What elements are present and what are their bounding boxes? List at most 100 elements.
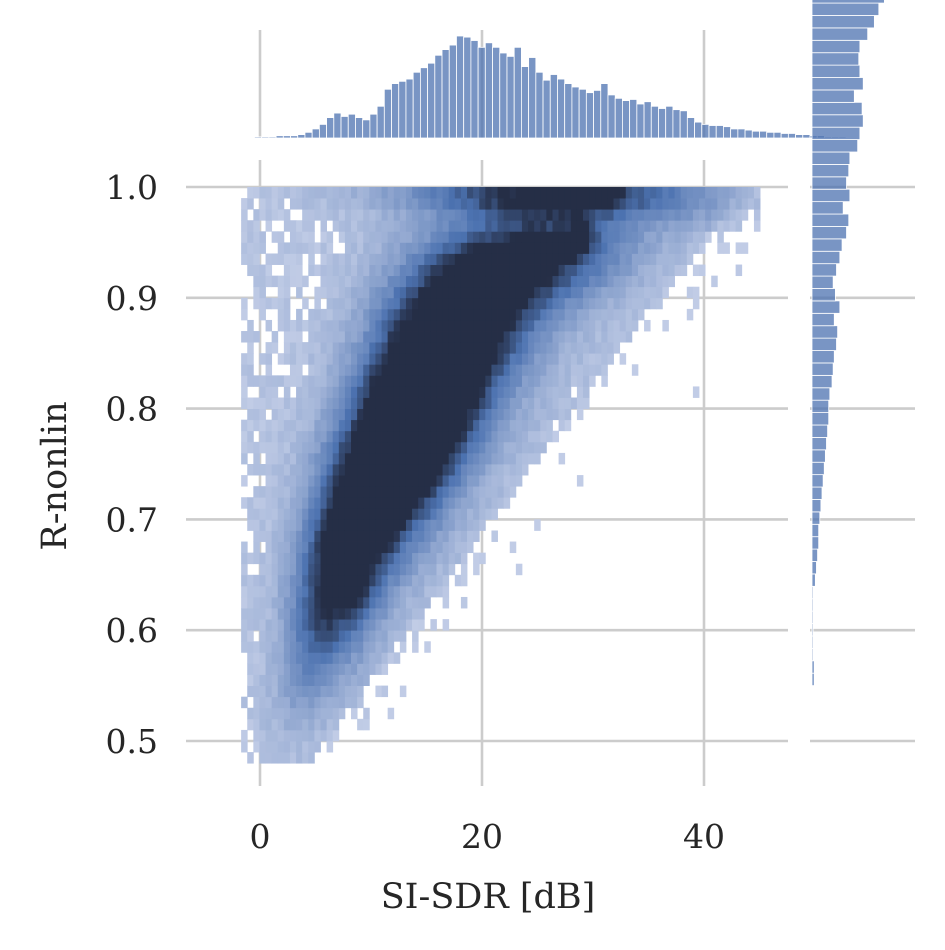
hist2d-cell bbox=[332, 319, 340, 332]
hist2d-cell bbox=[332, 364, 340, 376]
hist2d-cell bbox=[344, 264, 352, 277]
hist2d-cell bbox=[253, 231, 260, 243]
hist2d-cell bbox=[259, 419, 266, 432]
hist2d-cell bbox=[289, 497, 297, 509]
hist2d-cell bbox=[711, 187, 718, 199]
hist2d-cell bbox=[326, 308, 334, 321]
hist2d-cell bbox=[399, 475, 407, 487]
marginal-x-bar bbox=[254, 136, 263, 139]
hist2d-cell bbox=[448, 253, 456, 265]
hist2d-cell bbox=[326, 585, 334, 598]
hist2d-cell bbox=[247, 608, 254, 620]
hist2d-cell bbox=[637, 220, 645, 232]
hist2d-cell bbox=[332, 308, 340, 321]
hist2d-cell bbox=[479, 353, 486, 365]
hist2d-cell bbox=[283, 685, 291, 698]
hist2d-cell bbox=[576, 220, 584, 232]
hist2d-cell bbox=[503, 297, 511, 310]
hist2d-cell bbox=[326, 242, 334, 254]
hist2d-cell bbox=[253, 696, 260, 709]
hist2d-cell bbox=[424, 497, 431, 509]
hist2d-cell bbox=[528, 452, 535, 465]
hist2d-cell bbox=[442, 353, 450, 365]
hist2d-cell bbox=[289, 741, 297, 753]
hist2d-cell bbox=[308, 652, 315, 664]
hist2d-cell bbox=[662, 242, 669, 254]
hist2d-cell bbox=[430, 585, 437, 598]
hist2d-cell bbox=[576, 308, 584, 321]
hist2d-cell bbox=[369, 430, 376, 443]
hist2d-cell bbox=[302, 718, 309, 731]
hist2d-cell bbox=[265, 741, 273, 753]
hist2d-cell bbox=[564, 331, 572, 343]
hist2d-cell bbox=[424, 353, 431, 365]
hist2d-cell bbox=[735, 220, 743, 232]
hist2d-cell bbox=[296, 187, 303, 199]
hist2d-cell bbox=[497, 486, 505, 498]
hist2d-cell bbox=[253, 253, 260, 265]
hist2d-cell bbox=[412, 541, 419, 554]
hist2d-cell bbox=[265, 209, 273, 221]
hist2d-cell bbox=[418, 297, 425, 310]
hist2d-cell bbox=[515, 187, 523, 199]
hist2d-cell bbox=[357, 364, 364, 376]
hist2d-cell bbox=[283, 430, 291, 443]
hist2d-cell bbox=[460, 563, 468, 576]
hist2d-cell bbox=[460, 198, 468, 210]
marginal-x-bar bbox=[318, 124, 328, 139]
hist2d-cell bbox=[515, 563, 523, 576]
hist2d-cell bbox=[583, 331, 590, 343]
hist2d-cell bbox=[491, 375, 498, 387]
hist2d-cell bbox=[387, 707, 395, 720]
hist2d-cell bbox=[564, 375, 572, 387]
hist2d-cell bbox=[259, 508, 266, 520]
hist2d-cell bbox=[576, 386, 584, 398]
hist2d-cell bbox=[296, 530, 303, 542]
marginal-y-bar bbox=[811, 201, 844, 215]
hist2d-cell bbox=[418, 198, 425, 210]
marginal-x-bar bbox=[405, 78, 414, 139]
hist2d-cell bbox=[314, 419, 321, 432]
hist2d-cell bbox=[717, 209, 724, 221]
hist2d-cell bbox=[399, 608, 407, 620]
hist2d-cell bbox=[302, 741, 309, 753]
hist2d-cell bbox=[424, 397, 431, 409]
hist2d-cell bbox=[308, 319, 315, 332]
hist2d-cell bbox=[412, 486, 419, 498]
hist2d-cell bbox=[296, 286, 303, 299]
hist2d-cell bbox=[479, 187, 486, 199]
hist2d-cell bbox=[705, 198, 712, 210]
hist2d-cell bbox=[314, 408, 321, 421]
hist2d-cell bbox=[442, 297, 450, 310]
hist2d-cell bbox=[521, 198, 529, 210]
y-axis-label: R-nonlin bbox=[35, 401, 75, 550]
hist2d-cell bbox=[308, 608, 315, 620]
hist2d-cell bbox=[436, 430, 443, 443]
hist2d-cell bbox=[583, 264, 590, 277]
hist2d-cell bbox=[265, 530, 273, 542]
hist2d-cell bbox=[601, 331, 608, 343]
hist2d-cell bbox=[332, 220, 340, 232]
marginal-x-bar bbox=[340, 116, 349, 139]
hist2d-cell bbox=[289, 275, 297, 288]
hist2d-cell bbox=[583, 220, 590, 232]
hist2d-cell bbox=[283, 641, 291, 653]
marginal-y-bar bbox=[811, 437, 827, 451]
hist2d-cell bbox=[332, 209, 340, 221]
hist2d-cell bbox=[326, 608, 334, 620]
hist2d-cell bbox=[393, 619, 401, 631]
hist2d-cell bbox=[460, 541, 468, 554]
hist2d-cell bbox=[424, 198, 431, 210]
hist2d-cell bbox=[314, 198, 321, 210]
hist2d-cell bbox=[589, 220, 596, 232]
marginal-y-bar bbox=[811, 350, 835, 364]
hist2d-cell bbox=[326, 209, 334, 221]
hist2d-cell bbox=[412, 596, 419, 609]
hist2d-cell bbox=[552, 397, 559, 409]
hist2d-cell bbox=[564, 297, 572, 310]
hist2d-cell bbox=[320, 408, 327, 421]
hist2d-cell bbox=[479, 441, 486, 454]
hist2d-cell bbox=[650, 187, 657, 199]
hist2d-cell bbox=[283, 253, 291, 265]
hist2d-cell bbox=[546, 419, 553, 432]
